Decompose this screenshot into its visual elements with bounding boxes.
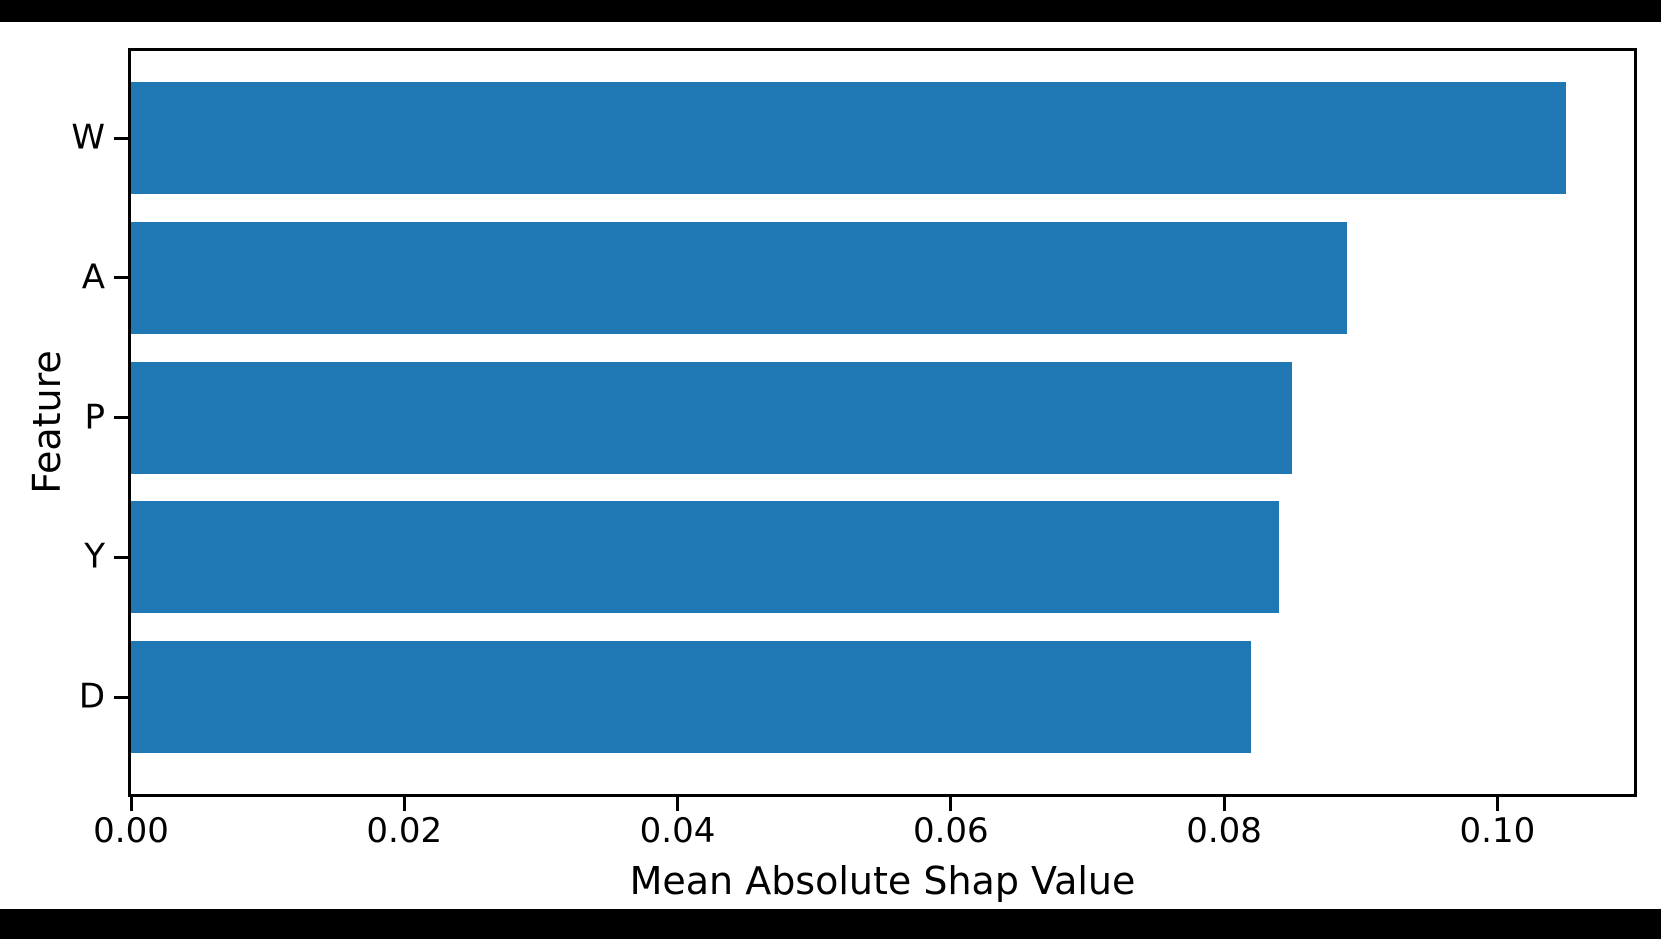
x-tick-label-0.00: 0.00	[93, 811, 169, 851]
bar-W	[131, 82, 1566, 194]
figure-canvas: Feature W A P Y D 0.00 0.02 0.04 0.06 0.08 0.10 Me…	[0, 22, 1661, 909]
bar-Y	[131, 501, 1279, 614]
x-tick-mark-0.04	[676, 797, 680, 811]
y-tick-label-P: P	[84, 396, 105, 437]
y-tick-mark-D	[114, 695, 128, 699]
x-axis-title: Mean Absolute Shap Value	[629, 859, 1136, 903]
y-tick-mark-A	[114, 276, 128, 280]
y-tick-label-D: D	[78, 676, 105, 717]
y-tick-mark-W	[114, 136, 128, 140]
x-tick-label-0.06: 0.06	[912, 811, 989, 851]
x-tick-label-0.04: 0.04	[639, 811, 716, 851]
plot-area: W A P Y D 0.00 0.02 0.04 0.06 0.08 0.10	[71, 48, 1637, 848]
x-tick-label-0.08: 0.08	[1186, 811, 1262, 851]
y-tick-label-W: W	[71, 117, 105, 158]
bar-A	[131, 221, 1348, 334]
x-tick-mark-0.00	[129, 797, 133, 811]
x-tick-label-0.10: 0.10	[1459, 811, 1536, 851]
y-axis-title: Feature	[25, 350, 69, 494]
y-tick-mark-Y	[114, 555, 128, 559]
y-tick-mark-P	[114, 416, 128, 419]
bar-P	[131, 361, 1293, 474]
x-tick-mark-0.06	[949, 797, 953, 811]
top-black-band	[0, 0, 1661, 22]
x-tick-mark-0.02	[402, 797, 406, 811]
x-tick-mark-0.10	[1495, 797, 1499, 811]
bottom-black-band	[0, 909, 1661, 939]
y-tick-label-Y: Y	[84, 536, 105, 577]
x-tick-label-0.02: 0.02	[366, 811, 443, 851]
x-tick-mark-0.08	[1222, 797, 1226, 811]
y-tick-label-A: A	[81, 257, 105, 298]
bar-D	[131, 641, 1252, 753]
